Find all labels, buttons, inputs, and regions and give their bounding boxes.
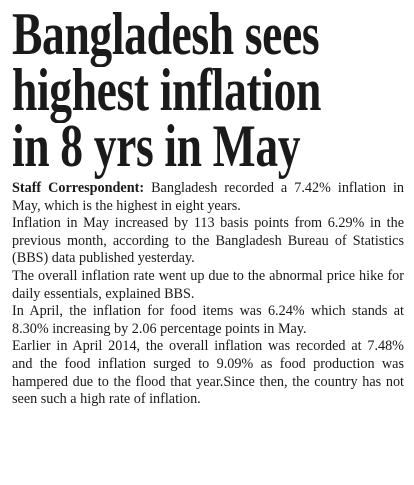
headline-line: Bangladesh sees (12, 1, 320, 67)
headline-line: in 8 yrs in May (12, 113, 301, 179)
article: Staff Correspondent: Bangladesh recorded… (12, 180, 404, 409)
paragraph: The overall inflation rate went up due t… (12, 267, 404, 302)
paragraph: In April, the inflation for food items w… (12, 303, 404, 337)
headline-line: highest inflation (12, 57, 321, 123)
lead-paragraph: Staff Correspondent: Bangladesh recorded… (12, 180, 404, 215)
byline: Staff Correspondent: (12, 180, 145, 196)
headline: Bangladesh sees highest inflation in 8 y… (12, 1, 412, 179)
paragraph: Inflation in May increased by 113 basis … (12, 215, 404, 267)
lead-text: Bangladesh recorded a 7.42% inflation in… (12, 180, 405, 214)
paragraph: Earlier in April 2014, the overall infla… (12, 338, 404, 408)
